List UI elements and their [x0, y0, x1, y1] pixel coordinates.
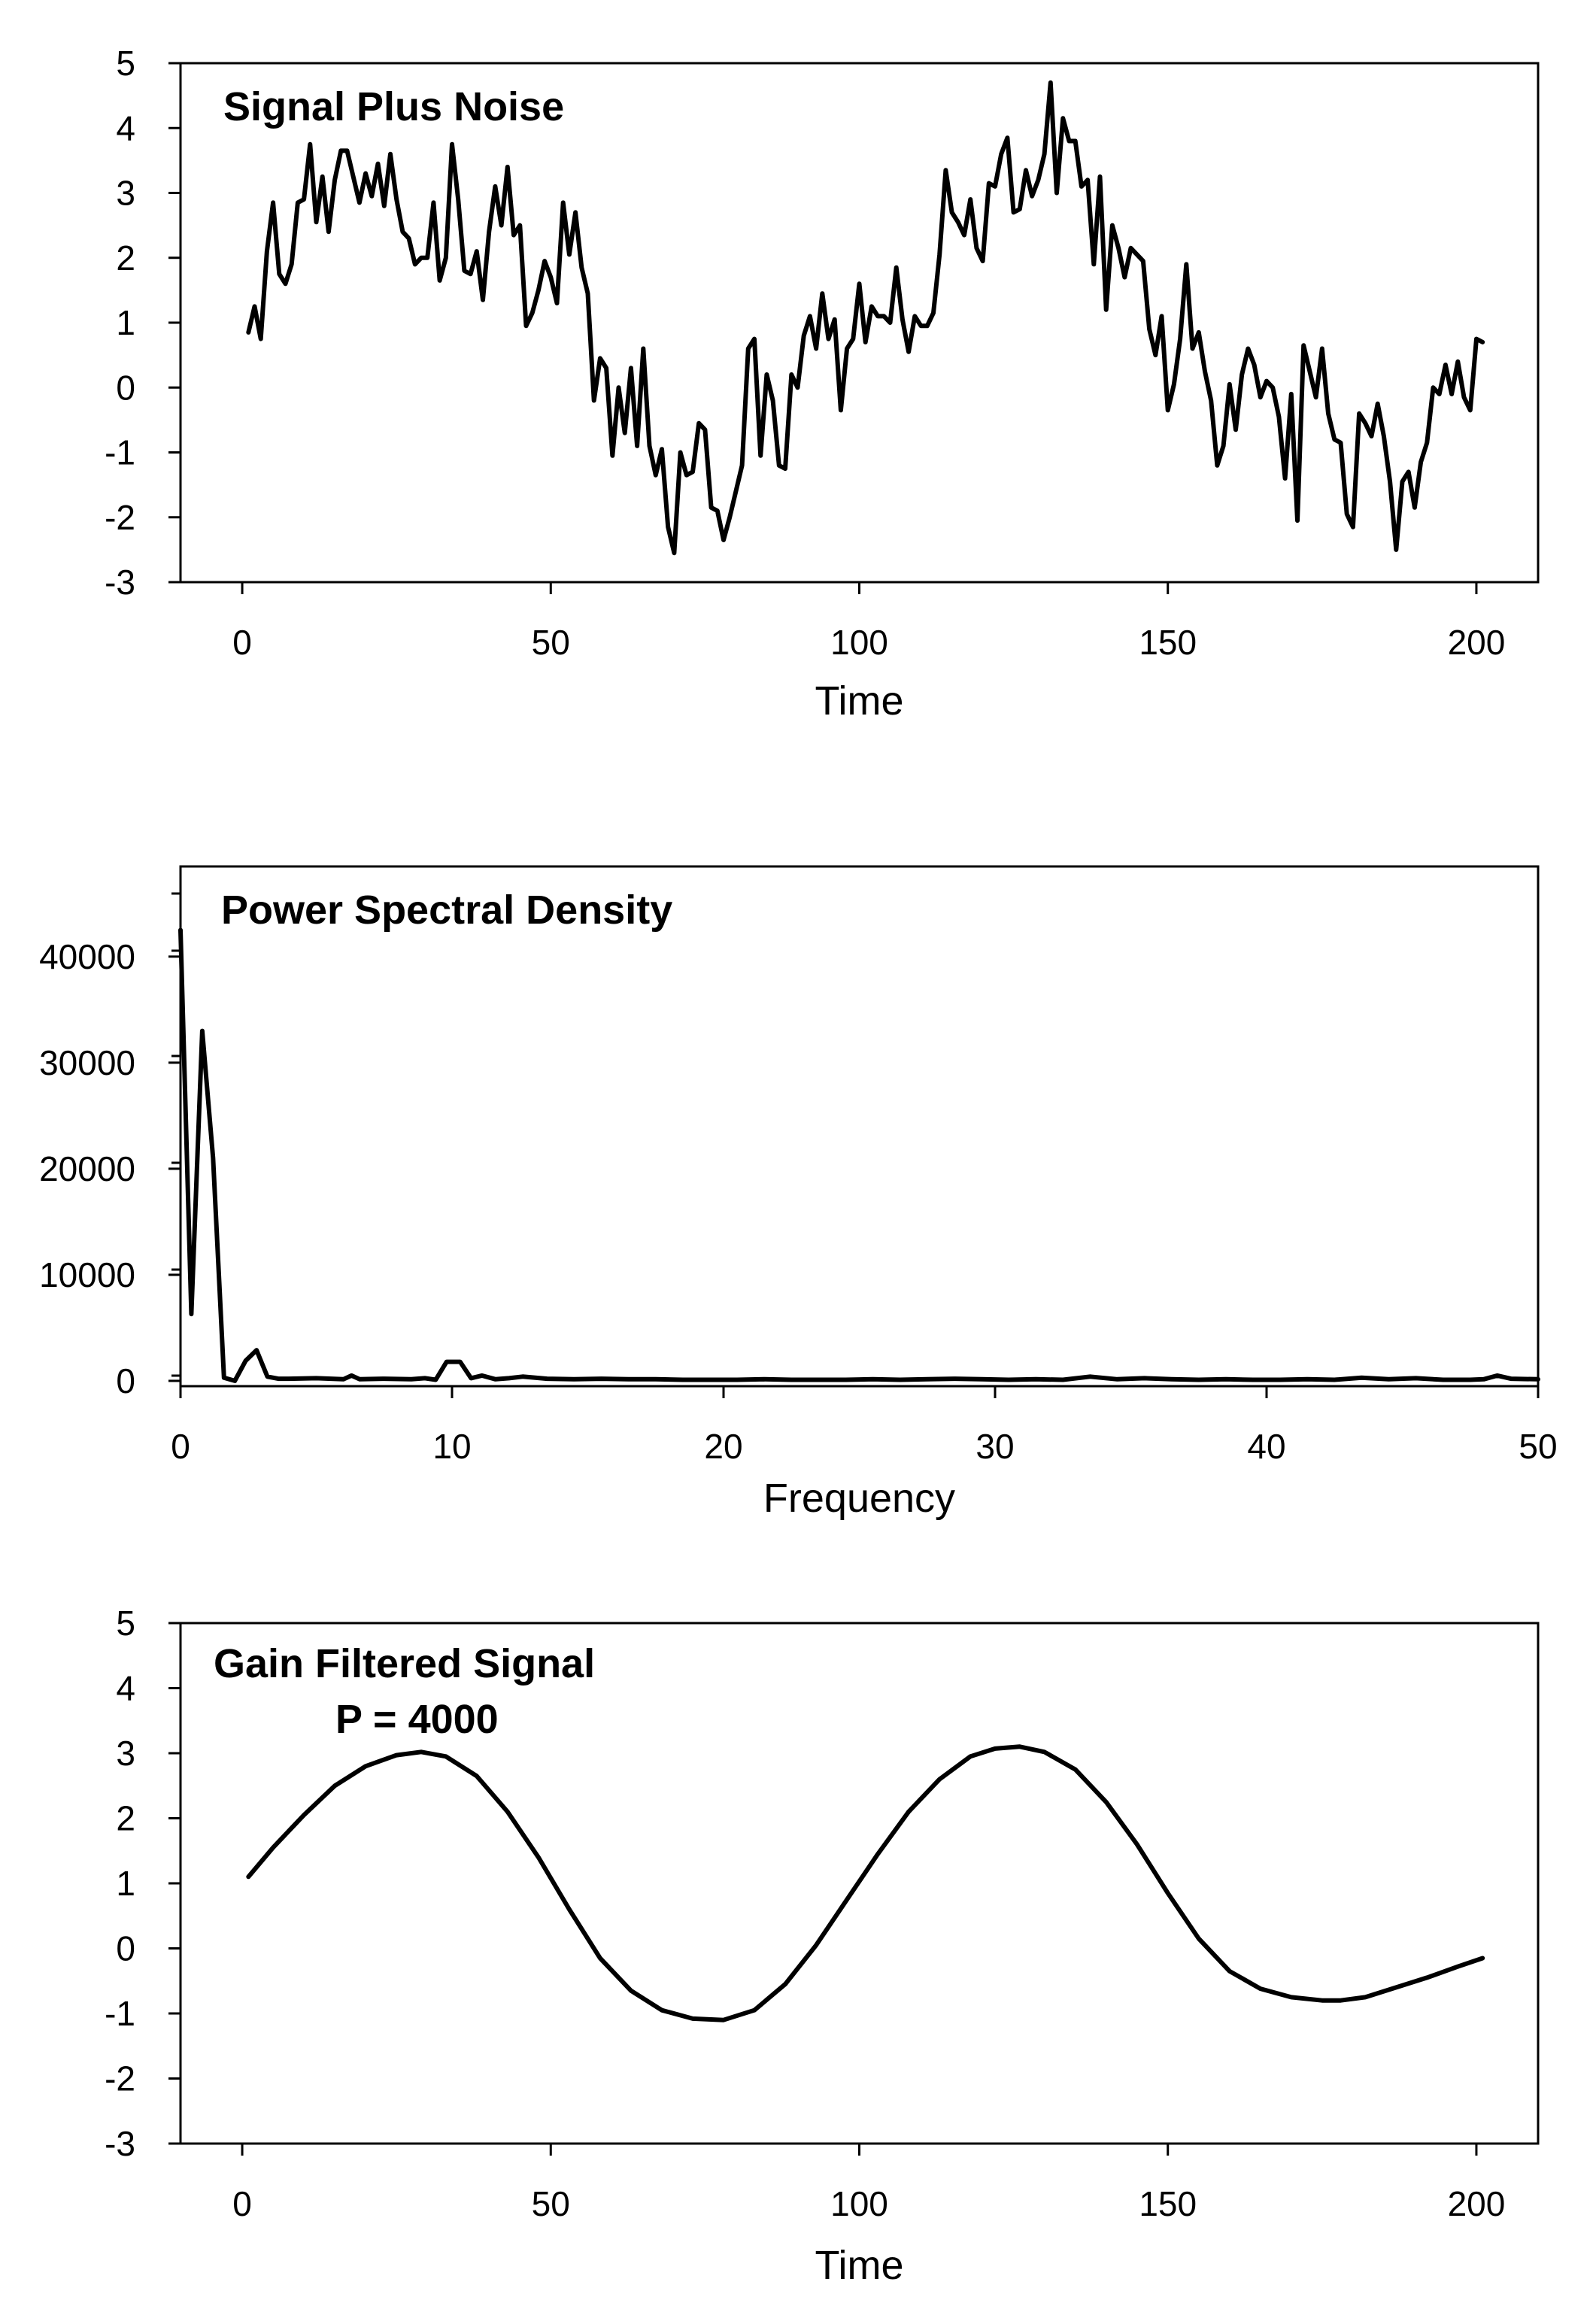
signal-plus-noise-line — [246, 80, 1485, 556]
y-tick-label: 0 — [116, 1929, 135, 1968]
x-tick-label: 50 — [532, 623, 570, 662]
y-axis: 40000 30000 20000 10000 0 — [39, 892, 181, 1400]
y-tick-label: -1 — [105, 1994, 135, 2033]
x-axis: 0 10 20 30 40 50 — [171, 1386, 1558, 1466]
x-tick-label: 150 — [1139, 2184, 1197, 2223]
y-tick-label: 2 — [116, 1799, 135, 1838]
panel-subtitle: P = 4000 — [335, 1697, 499, 1742]
y-tick-label: 40000 — [39, 937, 135, 976]
x-tick-label: 0 — [232, 623, 252, 662]
y-axis: 5 4 3 2 1 0 -1 -2 -3 — [105, 1604, 181, 2163]
x-tick-label: 20 — [704, 1427, 742, 1466]
x-tick-label: 200 — [1448, 2184, 1506, 2223]
y-tick-label: 30000 — [39, 1043, 135, 1082]
y-tick-label: 2 — [116, 238, 135, 278]
y-tick-label: 4 — [116, 108, 135, 147]
x-tick-label: 0 — [232, 2184, 252, 2223]
gain-filtered-signal-panel: 5 4 3 2 1 0 -1 -2 -3 0 50 100 150 200 Gain Filtered … — [105, 1604, 1540, 2288]
plot-frame — [179, 62, 1540, 584]
panel-title: Signal Plus Noise — [223, 84, 564, 129]
y-tick-label: 20000 — [39, 1149, 135, 1188]
y-tick-label: 5 — [116, 44, 135, 83]
y-tick-label: 3 — [116, 174, 135, 213]
x-axis-label: Time — [815, 2243, 904, 2288]
panel-title: Power Spectral Density — [221, 888, 672, 933]
x-axis: 0 50 100 150 200 — [232, 2144, 1505, 2223]
y-tick-label: 1 — [116, 1864, 135, 1903]
panel-title: Gain Filtered Signal — [214, 1641, 595, 1686]
y-tick-label: 0 — [116, 1361, 135, 1400]
y-axis: 5 4 3 2 1 0 -1 -2 -3 — [105, 44, 181, 602]
y-tick-label: 1 — [116, 303, 135, 342]
x-tick-label: 200 — [1448, 623, 1506, 662]
y-tick-label: -3 — [105, 2124, 135, 2163]
x-tick-label: 0 — [171, 1427, 190, 1466]
x-tick-label: 150 — [1139, 623, 1197, 662]
y-tick-label: -3 — [105, 563, 135, 602]
y-tick-label: 3 — [116, 1734, 135, 1773]
x-tick-label: 50 — [1519, 1427, 1557, 1466]
power-spectral-density-line — [178, 927, 1540, 1383]
x-tick-label: 100 — [830, 623, 888, 662]
y-tick-label: -2 — [105, 498, 135, 537]
signal-plus-noise-panel: 5 4 3 2 1 0 -1 -2 -3 0 50 100 150 200 Signal Plus No… — [105, 44, 1540, 724]
x-tick-label: 30 — [976, 1427, 1014, 1466]
y-tick-label: -1 — [105, 433, 135, 472]
x-tick-label: 100 — [830, 2184, 888, 2223]
y-tick-label: 4 — [116, 1669, 135, 1708]
plot-frame — [179, 865, 1540, 1388]
x-tick-label: 50 — [532, 2184, 570, 2223]
x-tick-label: 40 — [1247, 1427, 1285, 1466]
x-tick-label: 10 — [432, 1427, 471, 1466]
power-spectral-density-panel: 40000 30000 20000 10000 0 0 10 20 30 40 50 Power … — [39, 865, 1558, 1521]
y-tick-label: 0 — [116, 368, 135, 407]
y-tick-label: 5 — [116, 1604, 135, 1643]
x-axis-label: Time — [815, 678, 904, 724]
y-tick-label: -2 — [105, 2059, 135, 2098]
y-tick-label: 10000 — [39, 1255, 135, 1294]
gain-filtered-signal-line — [246, 1744, 1485, 2022]
x-axis: 0 50 100 150 200 — [232, 582, 1505, 662]
x-axis-label: Frequency — [763, 1476, 955, 1521]
